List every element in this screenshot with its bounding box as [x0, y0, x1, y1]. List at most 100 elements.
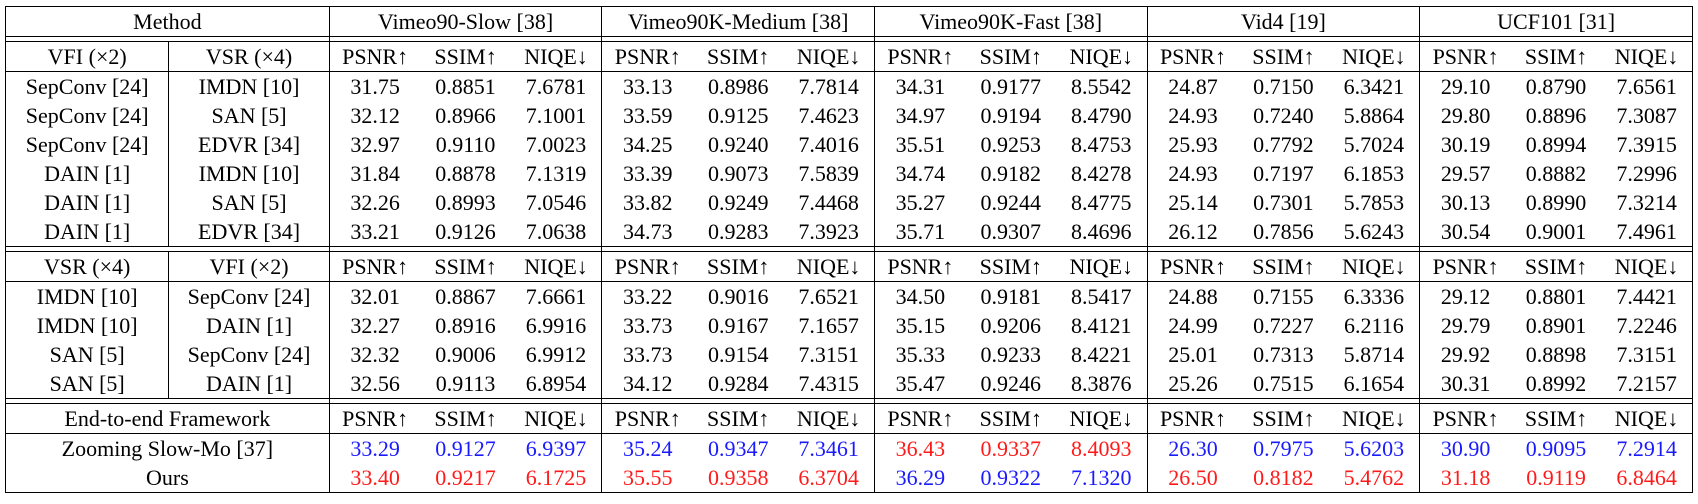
metric-header-cell: NIQE↓ [1055, 41, 1148, 72]
value-cell: 0.9177 [980, 73, 1042, 99]
metric-header-cell: NIQE↓ [1328, 251, 1421, 282]
metric-header-cell: PSNR↑ [1147, 251, 1239, 282]
end-to-end-header: End-to-end Framework [5, 403, 330, 434]
value-cell: 32.26 [350, 189, 400, 215]
value-cell: 7.0546 [510, 188, 603, 217]
method-b: DAIN [1] [168, 311, 330, 340]
value-cell: 0.9284 [693, 369, 784, 399]
dataset-header: UCF101 [31] [1419, 6, 1693, 37]
value-cell: 0.7197 [1253, 160, 1314, 186]
value-cell: 0.7856 [1238, 217, 1329, 247]
dataset-header-row: Method Vimeo90-Slow [38] Vimeo90K-Medium [… [5, 6, 1693, 37]
results-table: Method Vimeo90-Slow [38] Vimeo90K-Medium [… [4, 6, 1694, 493]
value-cell: 0.9110 [435, 131, 496, 157]
metric-header-cell: PSNR↑ [1419, 403, 1511, 434]
method-b: SAN [5] [168, 101, 330, 130]
value-cell: 6.1853 [1328, 159, 1421, 188]
metric-header-cell: PSNR↑ [1419, 41, 1511, 72]
metric-header-cell: NIQE↓ [783, 251, 876, 282]
value-cell: 0.8990 [1525, 189, 1587, 215]
value-cell: 24.88 [1168, 283, 1218, 309]
value-cell: 35.47 [874, 369, 966, 399]
value-cell: 0.7227 [1253, 312, 1314, 338]
value-cell: 7.1657 [783, 311, 876, 340]
value-cell: 29.57 [1440, 160, 1491, 186]
method-b: IMDN [10] [168, 159, 330, 188]
value-cell: 6.9916 [510, 311, 603, 340]
method-b: SAN [5] [168, 188, 330, 217]
value-cell: 5.6203 [1328, 433, 1421, 463]
metric-header-cell: SSIM↑ [965, 403, 1056, 434]
metric-header-cell: PSNR↑ [329, 251, 421, 282]
metric-header-cell: NIQE↓ [510, 403, 603, 434]
table-row: IMDN [10] SepConv [24] 32.01 0.8867 7.6661 33… [4, 281, 1694, 311]
value-cell: 7.3923 [783, 217, 876, 247]
value-cell: 26.12 [1147, 217, 1239, 247]
value-cell: 24.99 [1168, 312, 1218, 338]
method-a: IMDN [10] [4, 311, 170, 340]
value-cell: 7.1320 [1055, 463, 1148, 493]
value-cell: 24.93 [1168, 160, 1218, 186]
value-cell: 7.4623 [783, 101, 876, 130]
value-cell: 26.50 [1147, 463, 1239, 493]
value-cell: 7.5839 [783, 159, 876, 188]
method-a: SepConv [24] [4, 101, 170, 130]
metric-header-cell: PSNR↑ [601, 403, 694, 434]
value-cell: 0.9307 [965, 217, 1056, 247]
table-body: Method Vimeo90-Slow [38] Vimeo90K-Medium [… [4, 6, 1694, 493]
value-cell: 0.7313 [1253, 341, 1314, 367]
value-cell: 6.8464 [1601, 463, 1694, 493]
value-cell: 33.73 [622, 312, 673, 338]
value-cell: 8.4093 [1055, 433, 1148, 463]
value-cell: 0.8966 [435, 102, 496, 128]
value-cell: 7.3151 [1601, 340, 1694, 369]
value-cell: 35.27 [895, 189, 946, 215]
value-cell: 0.7301 [1253, 189, 1314, 215]
value-cell: 6.2116 [1328, 311, 1421, 340]
value-cell: 8.5542 [1055, 71, 1148, 101]
section-gap [4, 246, 1694, 252]
value-cell: 6.3421 [1328, 71, 1421, 101]
value-cell: 0.9126 [420, 217, 511, 247]
value-cell: 34.50 [895, 283, 946, 309]
col-header-vsr: VSR (×4) [168, 41, 330, 72]
value-cell: 0.9016 [707, 283, 769, 309]
value-cell: 7.3151 [783, 340, 876, 369]
value-cell: 7.1001 [510, 101, 603, 130]
method-b: EDVR [34] [168, 130, 330, 159]
table-row: Zooming Slow-Mo [37] 33.29 0.9127 6.9397 35.… [5, 433, 1694, 463]
metric-header-cell: SSIM↑ [693, 251, 784, 282]
method-b: SepConv [24] [168, 281, 330, 311]
table-row: DAIN [1] IMDN [10] 31.84 0.8878 7.1319 33.39 0… [4, 159, 1694, 188]
value-cell: 8.5417 [1055, 281, 1148, 311]
value-cell: 0.8994 [1525, 131, 1587, 157]
method-a: DAIN [1] [4, 217, 170, 247]
value-cell: 0.9001 [1510, 217, 1602, 247]
value-cell: 34.31 [895, 73, 946, 99]
value-cell: 31.84 [350, 160, 400, 186]
value-cell: 7.3087 [1601, 101, 1694, 130]
dataset-header: Vid4 [19] [1147, 6, 1421, 37]
value-cell: 7.3214 [1601, 188, 1694, 217]
value-cell: 29.12 [1440, 283, 1491, 309]
method-b: EDVR [34] [168, 217, 330, 247]
value-cell: 33.13 [622, 73, 673, 99]
value-cell: 31.75 [350, 73, 400, 99]
value-cell: 0.9006 [435, 341, 496, 367]
value-cell: 0.9358 [693, 463, 784, 493]
value-cell: 29.92 [1440, 341, 1491, 367]
value-cell: 35.15 [895, 312, 946, 338]
value-cell: 0.9113 [420, 369, 511, 399]
metric-header-cell: NIQE↓ [1601, 41, 1694, 72]
value-cell: 32.12 [350, 102, 400, 128]
value-cell: 0.8790 [1525, 73, 1587, 99]
metric-header-cell: SSIM↑ [965, 41, 1056, 72]
value-cell: 7.6661 [510, 281, 603, 311]
value-cell: 7.4421 [1601, 281, 1694, 311]
value-cell: 7.0023 [510, 130, 603, 159]
metric-header-cell: PSNR↑ [601, 41, 694, 72]
value-cell: 25.01 [1168, 341, 1218, 367]
value-cell: 0.9181 [980, 283, 1042, 309]
section-gap [4, 398, 1694, 404]
value-cell: 6.3704 [783, 463, 876, 493]
